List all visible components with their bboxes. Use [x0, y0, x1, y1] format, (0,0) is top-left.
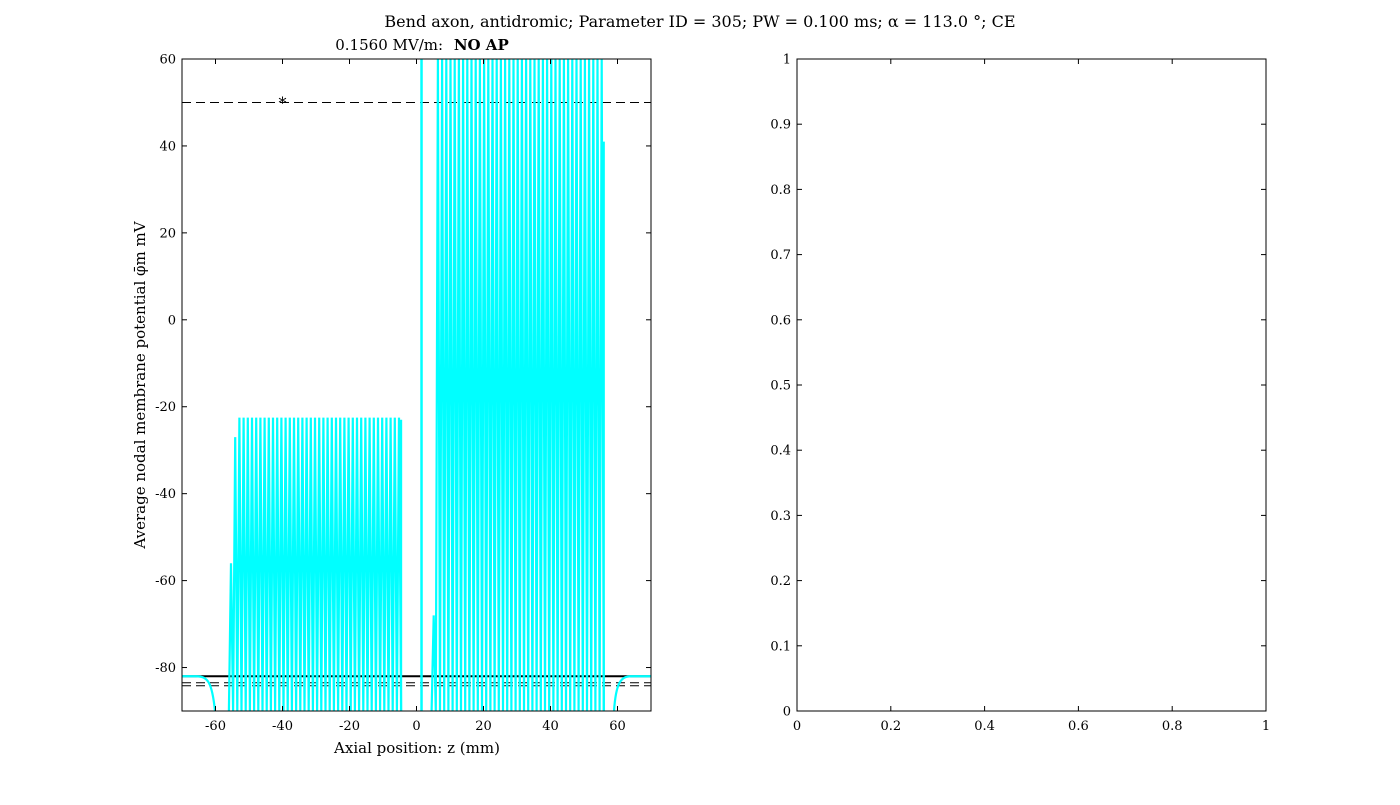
- left-x-tick-label: -60: [205, 719, 226, 734]
- right-x-tick-label: 0.2: [880, 719, 901, 734]
- left-y-tick-label: -60: [155, 574, 176, 589]
- left-y-tick-label: -20: [155, 400, 176, 415]
- right-y-tick-label: 0.7: [770, 248, 791, 263]
- right-plot-axes: 0 0.2 0.4 0.6 0.8 1 0 0.1 0.2 0.3 0.4 0.5 0.6 0.7 0.8 0…: [770, 53, 1270, 735]
- left-x-tick-label: -40: [272, 719, 293, 734]
- right-x-tick-label: 0: [793, 719, 801, 734]
- left-y-tick-label: 20: [159, 226, 176, 241]
- left-x-tick-label: -20: [339, 719, 360, 734]
- right-axes-box: [796, 58, 1267, 712]
- subtitle-value: 0.1560 MV/m:: [335, 36, 443, 54]
- right-x-tick-label: 0.6: [1068, 719, 1089, 734]
- threshold-marker: *: [279, 93, 287, 112]
- left-x-tick-label: 60: [609, 719, 626, 734]
- figure-title: Bend axon, antidromic; Parameter ID = 30…: [384, 12, 1015, 31]
- left-plot-subtitle: 0.1560 MV/m: NO AP: [335, 36, 508, 54]
- right-y-tick-label: 0.9: [770, 118, 791, 133]
- left-y-tick-label: -40: [155, 487, 176, 502]
- left-plot: 0.1560 MV/m: NO AP * -60 -40 -20 0 20 40 60 -80…: [131, 36, 652, 757]
- right-y-tick-label: 0.5: [770, 379, 791, 394]
- subtitle-status: NO AP: [454, 36, 509, 54]
- left-plot-axes: -60 -40 -20 0 20 40 60 -80 -60 -40 -20 0 20 40 60: [155, 53, 652, 734]
- right-x-tick-label: 0.4: [974, 719, 995, 734]
- left-y-tick-label: 60: [159, 53, 176, 68]
- right-y-tick-label: 0.1: [770, 639, 791, 654]
- left-y-tick-label: 0: [168, 313, 176, 328]
- right-y-tick-label: 0.6: [770, 313, 791, 328]
- right-plot: 0 0.2 0.4 0.6 0.8 1 0 0.1 0.2 0.3 0.4 0.5 0.6 0.7 0.8 0…: [770, 53, 1270, 735]
- left-y-tick-label: 40: [159, 139, 176, 154]
- left-x-axis-label: Axial position: z (mm): [333, 739, 500, 757]
- right-x-tick-label: 1: [1262, 719, 1270, 734]
- right-tail: [612, 675, 651, 711]
- left-x-tick-label: 40: [542, 719, 559, 734]
- left-x-tick-label: 0: [412, 719, 420, 734]
- right-y-tick-label: 1: [783, 53, 791, 68]
- left-y-tick-label: -80: [155, 661, 176, 676]
- right-x-tick-label: 0.8: [1162, 719, 1183, 734]
- left-y-axis-label: Average nodal membrane potential φ̄m mV: [131, 220, 149, 549]
- right-y-tick-label: 0.8: [770, 183, 791, 198]
- right-y-tick-label: 0.4: [770, 444, 791, 459]
- left-plot-data: *: [182, 59, 651, 711]
- membrane-potential-segment: [430, 59, 605, 711]
- right-y-tick-label: 0.3: [770, 509, 791, 524]
- right-y-tick-label: 0.2: [770, 574, 791, 589]
- right-y-tick-label: 0: [783, 705, 791, 720]
- left-tail: [182, 675, 217, 711]
- membrane-potential-segment: [227, 417, 403, 711]
- left-x-tick-label: 20: [475, 719, 492, 734]
